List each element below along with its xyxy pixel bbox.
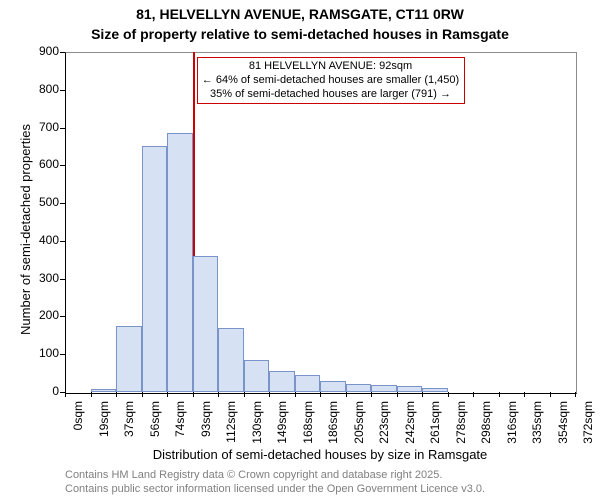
y-tick-mark (60, 52, 65, 53)
x-tick-label: 205sqm (352, 401, 366, 461)
x-tick-mark (167, 392, 168, 397)
x-tick-mark (422, 392, 423, 397)
x-tick-label: 19sqm (97, 401, 111, 461)
x-tick-mark (142, 392, 143, 397)
annotation-line3: 35% of semi-detached houses are larger (… (202, 88, 460, 102)
x-tick-label: 335sqm (530, 401, 544, 461)
y-tick-label: 600 (25, 157, 59, 171)
x-tick-label: 354sqm (556, 401, 570, 461)
histogram-bar (91, 389, 117, 392)
footer-line1: Contains HM Land Registry data © Crown c… (65, 469, 485, 483)
x-tick-label: 316sqm (505, 401, 519, 461)
histogram-bar (295, 375, 321, 392)
histogram-bar (346, 384, 372, 392)
chart-container: { "chart": { "type": "histogram", "title… (0, 0, 600, 500)
x-tick-mark (116, 392, 117, 397)
y-tick-mark (60, 128, 65, 129)
x-tick-mark (65, 392, 66, 397)
x-tick-label: 168sqm (301, 401, 315, 461)
chart-title-line1: 81, HELVELLYN AVENUE, RAMSGATE, CT11 0RW (0, 6, 600, 22)
histogram-bar (422, 388, 448, 392)
x-tick-label: 0sqm (71, 401, 85, 461)
x-tick-label: 223sqm (377, 401, 391, 461)
x-tick-label: 130sqm (250, 401, 264, 461)
y-tick-mark (60, 316, 65, 317)
histogram-bar (371, 385, 397, 392)
y-tick-label: 300 (25, 271, 59, 285)
y-tick-mark (60, 241, 65, 242)
annotation-line2: ← 64% of semi-detached houses are smalle… (202, 74, 460, 88)
x-tick-mark (550, 392, 551, 397)
y-tick-label: 500 (25, 195, 59, 209)
histogram-bar (320, 381, 346, 392)
y-tick-label: 200 (25, 308, 59, 322)
y-tick-label: 800 (25, 82, 59, 96)
histogram-bar (116, 326, 142, 392)
y-tick-label: 700 (25, 120, 59, 134)
chart-title-line2: Size of property relative to semi-detach… (0, 26, 600, 42)
x-tick-mark (499, 392, 500, 397)
y-tick-label: 100 (25, 346, 59, 360)
x-tick-label: 278sqm (454, 401, 468, 461)
x-tick-mark (346, 392, 347, 397)
x-tick-mark (218, 392, 219, 397)
x-tick-mark (575, 392, 576, 397)
x-tick-mark (244, 392, 245, 397)
y-tick-mark (60, 354, 65, 355)
x-tick-label: 93sqm (199, 401, 213, 461)
x-tick-label: 298sqm (479, 401, 493, 461)
y-tick-label: 0 (25, 384, 59, 398)
x-tick-label: 242sqm (403, 401, 417, 461)
annotation-line1: 81 HELVELLYN AVENUE: 92sqm (202, 60, 460, 74)
y-tick-mark (60, 165, 65, 166)
histogram-bar (167, 133, 193, 392)
y-tick-label: 900 (25, 44, 59, 58)
histogram-bar (193, 256, 219, 392)
x-tick-mark (320, 392, 321, 397)
x-tick-label: 37sqm (122, 401, 136, 461)
x-axis-label: Distribution of semi-detached houses by … (65, 447, 575, 462)
histogram-bar (142, 146, 168, 392)
x-tick-label: 261sqm (428, 401, 442, 461)
x-tick-mark (295, 392, 296, 397)
histogram-bar (218, 328, 244, 392)
x-tick-mark (397, 392, 398, 397)
x-tick-mark (269, 392, 270, 397)
histogram-bar (244, 360, 270, 392)
x-tick-mark (91, 392, 92, 397)
y-tick-mark (60, 90, 65, 91)
y-tick-mark (60, 279, 65, 280)
x-tick-mark (193, 392, 194, 397)
y-tick-mark (60, 203, 65, 204)
annotation-box: 81 HELVELLYN AVENUE: 92sqm ← 64% of semi… (197, 57, 465, 104)
x-tick-label: 186sqm (326, 401, 340, 461)
y-tick-label: 400 (25, 233, 59, 247)
x-tick-mark (473, 392, 474, 397)
histogram-bar (397, 386, 423, 392)
x-tick-label: 149sqm (275, 401, 289, 461)
x-tick-label: 372sqm (581, 401, 595, 461)
footer-attribution: Contains HM Land Registry data © Crown c… (65, 469, 485, 497)
y-axis-label: Number of semi-detached properties (18, 124, 33, 335)
x-tick-label: 74sqm (173, 401, 187, 461)
x-tick-label: 112sqm (224, 401, 238, 461)
x-tick-label: 56sqm (148, 401, 162, 461)
x-tick-mark (524, 392, 525, 397)
x-tick-mark (371, 392, 372, 397)
histogram-bar (269, 371, 295, 392)
footer-line2: Contains public sector information licen… (65, 483, 485, 497)
x-tick-mark (448, 392, 449, 397)
